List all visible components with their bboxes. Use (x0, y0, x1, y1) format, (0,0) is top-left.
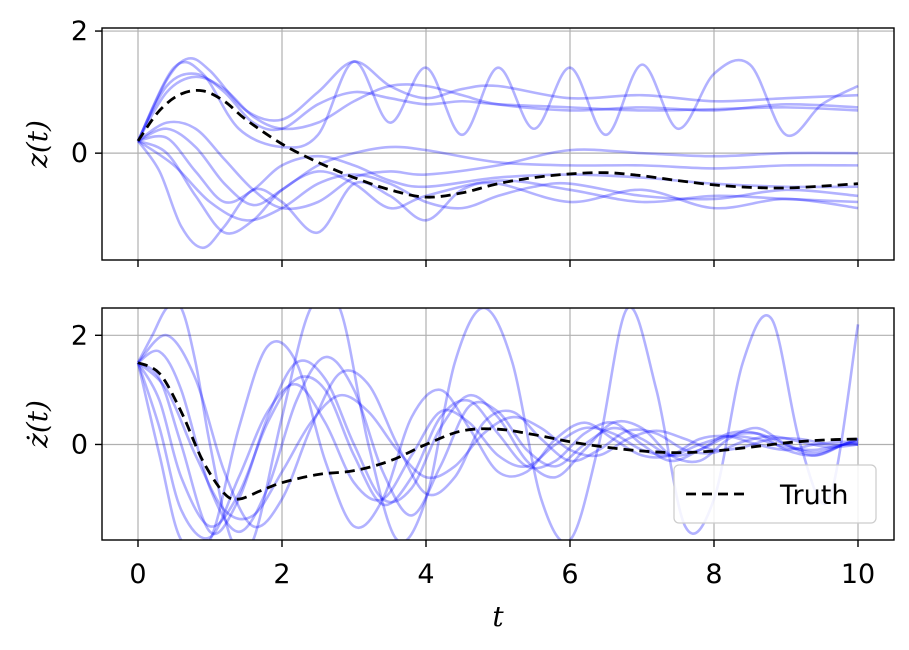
sample-line-5 (136, 362, 859, 540)
sample-line-4 (136, 75, 859, 142)
top-ylabel: z(t) (21, 120, 54, 169)
sample-line-8 (137, 139, 859, 235)
sample-line-9 (136, 140, 859, 250)
sample-line-5 (137, 120, 859, 211)
bottom-axes-frame (101, 307, 895, 541)
sample-line-3 (136, 361, 859, 528)
x-tick-label: 8 (705, 559, 722, 590)
sample-line-2 (136, 72, 859, 142)
top-grid (102, 28, 894, 260)
sample-line-7 (136, 340, 859, 540)
sample-line-3 (136, 58, 859, 149)
sample-line-2 (137, 359, 859, 536)
y-tick-label: 2 (71, 320, 88, 351)
sample-line-4 (137, 349, 859, 534)
bottom-ylabel: ż(t) (21, 400, 54, 449)
bottom-ticks: 0 2 4 6 8 10 0 2 (71, 320, 875, 590)
x-tick-label: 0 (129, 559, 146, 590)
bottom-grid (102, 308, 894, 540)
bottom-sample-lines (136, 308, 860, 540)
top-panel: 02 z(t) (21, 16, 895, 267)
y-tick-label: 0 (71, 429, 88, 460)
truth-line (137, 361, 859, 501)
top-truth-line (136, 88, 859, 199)
top-ticks: 02 (71, 16, 859, 267)
truth-line (136, 88, 859, 199)
x-tick-label: 2 (273, 559, 290, 590)
sample-line-7 (137, 134, 859, 204)
y-tick-label: 0 (71, 138, 88, 169)
sample-line-1 (136, 56, 859, 142)
x-tick-label: 10 (841, 559, 875, 590)
legend-box (673, 464, 877, 524)
top-sample-lines (136, 56, 859, 250)
legend: Truth (673, 464, 877, 524)
top-axes-frame (101, 27, 895, 261)
y-tick-label: 2 (71, 16, 88, 47)
x-tick-label: 4 (417, 559, 434, 590)
sample-line-8 (137, 333, 859, 529)
bottom-xlabel: t (492, 600, 504, 633)
bottom-truth-line (137, 361, 859, 501)
legend-truth-label: Truth (779, 480, 848, 511)
sample-line-6 (137, 127, 859, 207)
sample-line-10 (137, 139, 859, 222)
bottom-panel: 0 2 4 6 8 10 0 2 ż(t) t Truth (21, 307, 895, 633)
x-tick-label: 6 (561, 559, 578, 590)
